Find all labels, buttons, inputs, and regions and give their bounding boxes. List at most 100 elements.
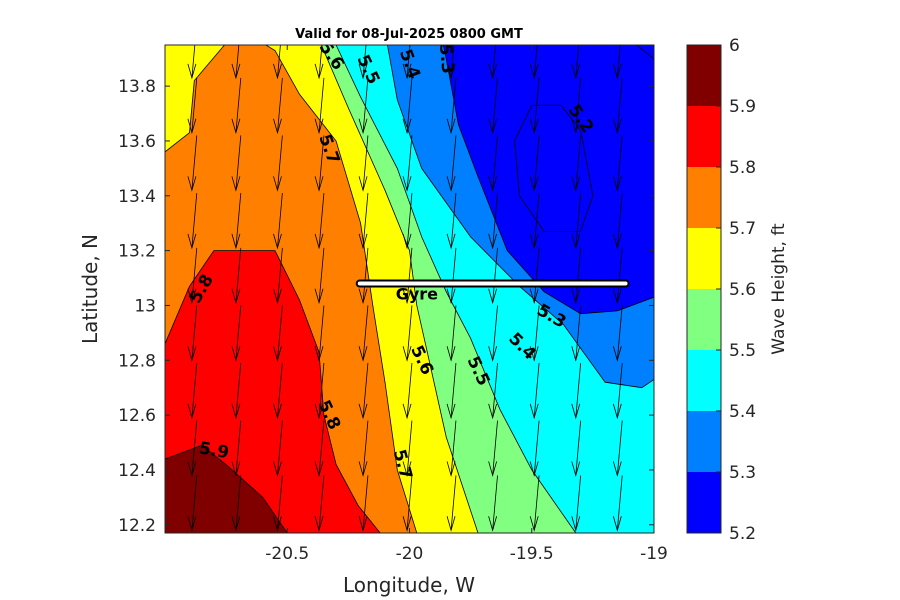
wave-vector — [273, 420, 283, 477]
wave-vector — [529, 45, 539, 80]
wave-vector — [612, 475, 623, 532]
wave-vector — [402, 45, 412, 80]
wave-vector — [323, 532, 324, 533]
wave-vector — [612, 420, 623, 477]
wave-vector — [358, 77, 369, 135]
wave-vector — [273, 305, 283, 362]
wave-vector — [488, 193, 498, 250]
wave-vector — [187, 77, 198, 135]
wave-vector — [273, 77, 283, 135]
colorbar-swatch — [687, 472, 721, 533]
wave-vector — [273, 135, 283, 192]
x-tick-label: -20.5 — [265, 544, 309, 564]
x-axis-ticks: -20.5 -20 -19.5 -19 — [265, 45, 668, 564]
wave-vector — [612, 247, 623, 305]
wave-vector — [488, 305, 498, 362]
wave-vector — [446, 193, 457, 250]
wave-vector — [314, 45, 324, 80]
wave-vector — [273, 362, 283, 420]
wave-vector — [571, 420, 582, 477]
wave-vector — [273, 475, 283, 532]
track-line — [357, 281, 628, 286]
wave-vector — [402, 77, 413, 135]
wave-vector — [488, 45, 498, 80]
colorbar-tick-label: 5.2 — [729, 524, 756, 544]
y-tick-label: 12.6 — [118, 406, 156, 426]
wave-vector — [571, 475, 582, 532]
wave-vector — [612, 45, 622, 80]
wave-vector — [612, 193, 623, 250]
wave-vector — [446, 135, 457, 192]
y-axis-label: Latitude, N — [78, 234, 102, 344]
wave-vector — [402, 362, 413, 420]
y-tick-label: 13 — [134, 296, 156, 316]
wave-vector — [571, 247, 582, 305]
y-tick-label: 13.4 — [118, 187, 156, 207]
wave-vector — [231, 475, 242, 532]
wave-vector — [497, 532, 498, 533]
gyre-track: Gyre — [355, 279, 630, 304]
wave-vector — [358, 193, 369, 250]
wave-vector — [231, 135, 242, 192]
wave-vector — [621, 532, 623, 533]
wave-vector — [488, 135, 498, 192]
contour-bands — [165, 45, 654, 533]
wave-vector — [402, 247, 413, 305]
wave-vector — [488, 247, 498, 305]
wave-vector — [402, 305, 413, 362]
x-tick-label: -20 — [396, 544, 424, 564]
x-tick-label: -19.5 — [510, 544, 554, 564]
y-tick-label: 12.2 — [118, 516, 156, 536]
x-axis-label: Longitude, W — [343, 573, 475, 597]
colorbar-tick-label: 5.3 — [729, 463, 756, 483]
wave-vector — [314, 420, 325, 477]
wave-vector — [314, 362, 325, 420]
wave-vector — [358, 247, 369, 305]
wave-vector — [571, 193, 582, 250]
colorbar-label: Wave Height, ft — [769, 223, 789, 355]
wave-vector — [446, 475, 457, 532]
colorbar: 5.2 5.3 5.4 5.5 5.6 5.7 5.8 5.9 6 — [686, 36, 756, 544]
wave-vector — [240, 532, 241, 533]
colorbar-swatch — [687, 411, 721, 472]
chart-title: Valid for 08-Jul-2025 0800 GMT — [295, 27, 523, 42]
colorbar-swatch — [687, 350, 721, 411]
wave-vector — [571, 45, 581, 80]
colorbar-tick-label: 5.9 — [729, 97, 756, 117]
wave-vector — [488, 420, 498, 477]
wave-vector — [314, 77, 325, 135]
wave-vector — [612, 362, 623, 420]
contour-band-5-9 — [165, 444, 288, 533]
wave-vector — [529, 193, 540, 250]
wave-vector — [314, 247, 325, 305]
wave-vector — [187, 420, 198, 477]
wave-vector — [488, 77, 498, 135]
wave-vector — [187, 362, 198, 420]
wave-vector — [358, 135, 369, 192]
wave-vector — [231, 305, 242, 362]
wave-vector — [231, 45, 241, 80]
y-tick-label: 13.2 — [118, 242, 156, 262]
wave-vector — [529, 362, 540, 420]
y-tick-label: 12.4 — [118, 461, 156, 481]
contour-lines — [514, 45, 654, 232]
wave-vector — [314, 305, 325, 362]
wave-vector — [446, 362, 457, 420]
wave-vector — [571, 362, 582, 420]
contour-line-1 — [635, 45, 654, 60]
colorbar-swatch — [687, 167, 721, 228]
wave-vector — [358, 475, 369, 532]
wave-vector — [231, 362, 242, 420]
colorbar-tick-label: 5.6 — [729, 280, 756, 300]
wave-vector — [187, 135, 198, 192]
y-tick-label: 12.8 — [118, 351, 156, 371]
wave-vector — [446, 77, 457, 135]
wave-vector — [488, 475, 498, 532]
colorbar-swatch — [687, 45, 721, 106]
wave-vector — [529, 305, 540, 362]
y-axis-ticks: 12.2 12.4 12.6 12.8 13 13.2 13.4 13.6 13.8 — [118, 77, 654, 536]
wave-vector — [529, 135, 540, 192]
wave-vector — [446, 45, 456, 80]
wave-direction-vectors — [187, 45, 623, 533]
